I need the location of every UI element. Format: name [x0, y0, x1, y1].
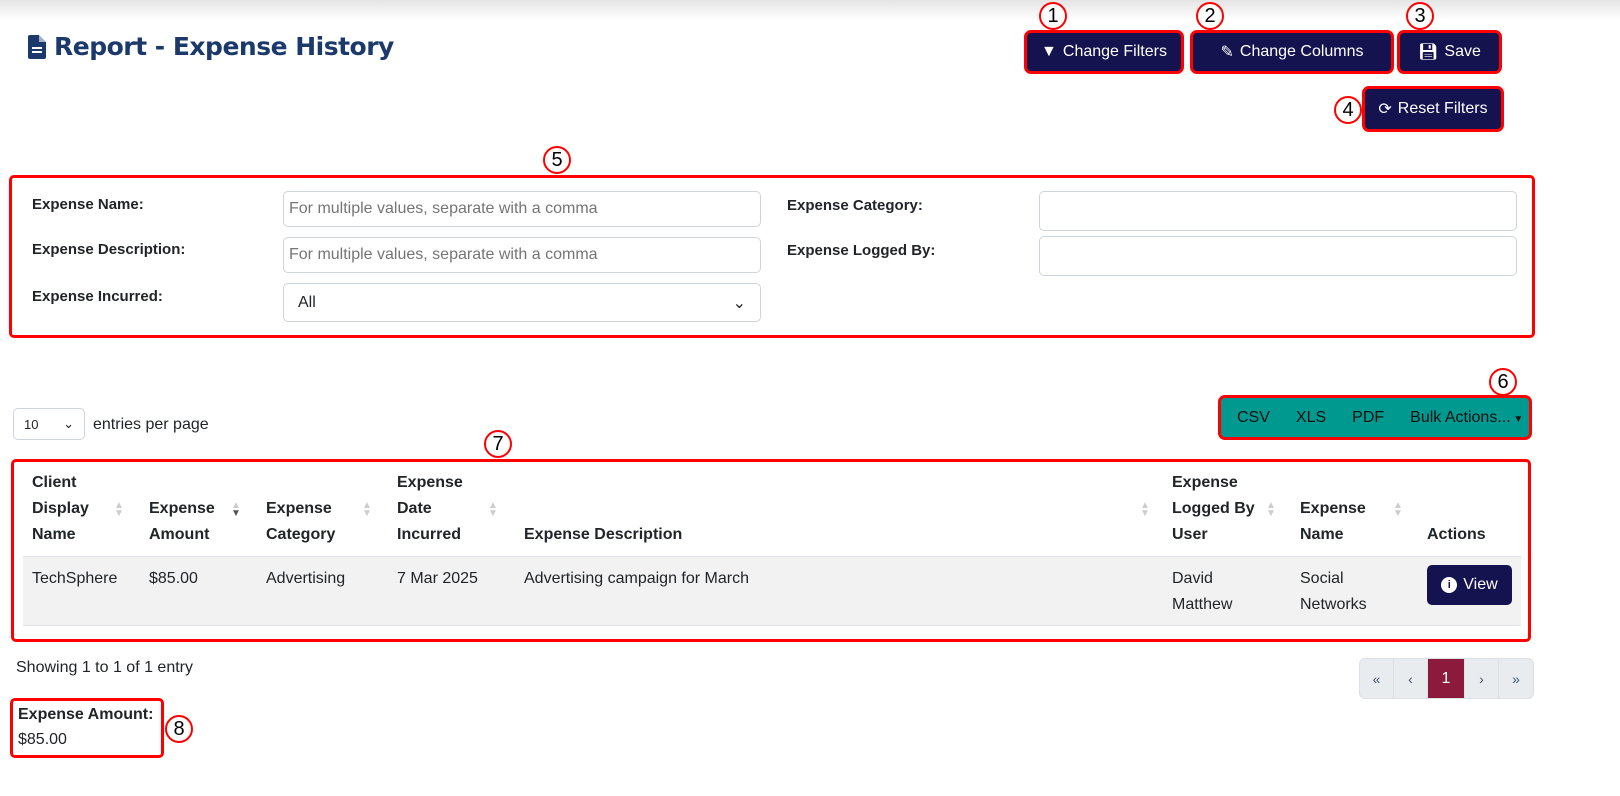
sort-icon[interactable]: ▲ ▼: [362, 500, 372, 519]
expense-description-label: Expense Description:: [32, 241, 186, 258]
floppy-icon: 💾︎: [1418, 44, 1439, 61]
edit-icon: ✎: [1220, 44, 1234, 61]
export-group: CSV XLS PDF Bulk Actions... ▼: [1218, 395, 1532, 440]
bulk-actions-dropdown[interactable]: Bulk Actions... ▼: [1410, 408, 1524, 426]
column-header[interactable]: Expense Amount: [149, 500, 215, 543]
summary-value: $85.00: [18, 731, 67, 748]
chevron-down-icon: ⌄: [63, 416, 74, 431]
annotation-4: 4: [1334, 96, 1362, 124]
top-shadow: [0, 0, 1620, 20]
reset-filters-button[interactable]: ⟳ Reset Filters: [1362, 86, 1504, 132]
results-table: [11, 459, 1531, 642]
expense-logged-by-label: Expense Logged By:: [787, 242, 936, 259]
page-title: Report - Expense History: [28, 32, 394, 61]
sort-icon[interactable]: ▲ ▼: [488, 500, 498, 519]
next-page-button[interactable]: ›: [1465, 659, 1499, 698]
caret-down-icon: ▼: [1510, 413, 1524, 425]
annotation-5: 5: [543, 146, 571, 174]
expense-incurred-label: Expense Incurred:: [32, 288, 163, 305]
xls-button[interactable]: XLS: [1295, 408, 1327, 426]
csv-button[interactable]: CSV: [1237, 408, 1270, 426]
sort-icon[interactable]: ▲ ▼: [231, 500, 241, 519]
filter-icon: ▼: [1041, 43, 1057, 60]
sort-icon[interactable]: ▲ ▼: [1140, 500, 1150, 519]
table-row: [23, 556, 1521, 626]
annotation-3: 3: [1406, 2, 1434, 30]
expense-category-input[interactable]: [1039, 191, 1517, 231]
prev-page-button[interactable]: ‹: [1394, 659, 1428, 698]
sort-icon[interactable]: ▲ ▼: [1393, 500, 1403, 519]
expense-logged-by-input[interactable]: [1039, 236, 1517, 276]
cell-client: TechSphere: [32, 570, 118, 587]
cell-amount: $85.00: [149, 570, 198, 587]
first-page-button[interactable]: «: [1360, 659, 1394, 698]
column-header[interactable]: Expense Logged By User: [1172, 474, 1255, 543]
file-icon: [28, 34, 46, 59]
annotation-8: 8: [165, 715, 193, 743]
last-page-button[interactable]: »: [1512, 671, 1520, 687]
annotation-7: 7: [484, 430, 512, 458]
page-1-button[interactable]: 1: [1428, 659, 1465, 698]
change-filters-button[interactable]: ▼ Change Filters: [1024, 30, 1184, 74]
expense-name-label: Expense Name:: [32, 196, 144, 213]
column-header[interactable]: Client Display Name: [32, 474, 89, 543]
sort-icon[interactable]: ▲ ▼: [114, 500, 124, 519]
refresh-icon: ⟳: [1378, 101, 1392, 118]
pdf-button[interactable]: PDF: [1352, 408, 1385, 426]
expense-name-input[interactable]: [283, 191, 761, 227]
filters-panel: [9, 175, 1535, 338]
summary-box: [10, 698, 164, 758]
expense-incurred-select[interactable]: All ⌄: [283, 283, 761, 322]
column-header[interactable]: Expense Description: [524, 526, 683, 543]
annotation-1: 1: [1039, 2, 1067, 30]
chevron-down-icon: ⌄: [732, 294, 746, 312]
cell-name: Social Networks: [1300, 570, 1367, 613]
summary-label: Expense Amount:: [18, 706, 154, 723]
expense-description-input[interactable]: [283, 237, 761, 273]
entries-label: entries per page: [93, 416, 209, 433]
entries-select[interactable]: 10 ⌄: [13, 408, 85, 440]
cell-date: 7 Mar 2025: [397, 570, 478, 587]
sort-icon[interactable]: ▲ ▼: [1266, 500, 1276, 519]
pagination: « ‹ 1 › »: [1359, 658, 1534, 699]
change-columns-button[interactable]: ✎ Change Columns: [1190, 30, 1394, 74]
column-header[interactable]: Expense Name: [1300, 500, 1366, 543]
column-header[interactable]: Actions: [1427, 526, 1486, 543]
column-header[interactable]: Expense Category: [266, 500, 336, 543]
column-header[interactable]: Expense Date Incurred: [397, 474, 463, 543]
showing-text: Showing 1 to 1 of 1 entry: [16, 659, 193, 676]
save-button[interactable]: 💾︎ Save: [1397, 30, 1502, 74]
cell-description: Advertising campaign for March: [524, 570, 749, 587]
annotation-2: 2: [1196, 2, 1224, 30]
cell-logged-by: David Matthew: [1172, 570, 1233, 613]
annotation-6: 6: [1489, 368, 1517, 396]
cell-category: Advertising: [266, 570, 346, 587]
expense-category-label: Expense Category:: [787, 197, 923, 214]
view-button[interactable]: i View: [1427, 565, 1512, 605]
info-icon: i: [1441, 577, 1458, 593]
